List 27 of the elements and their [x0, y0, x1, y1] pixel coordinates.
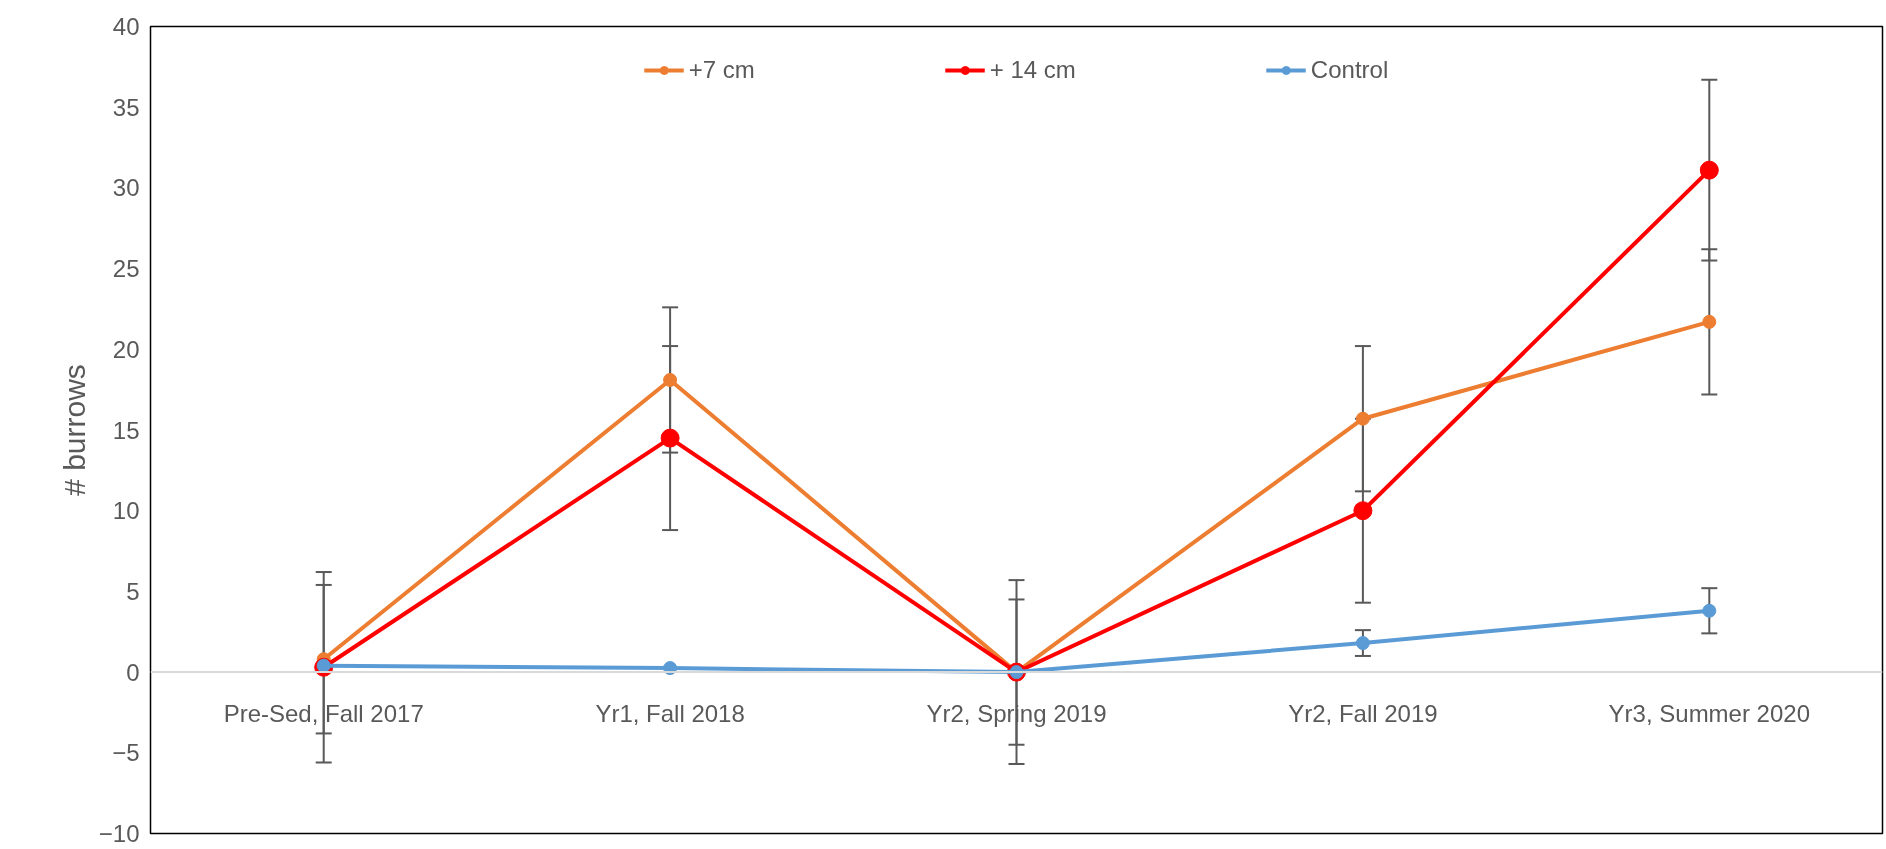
x-tick-label: Yr1, Fall 2018: [595, 700, 745, 728]
y-tick-label: 40: [112, 13, 140, 40]
point: [1702, 603, 1717, 618]
point: [663, 372, 678, 387]
point: [1699, 160, 1719, 180]
point: [1353, 501, 1373, 521]
y-tick-label: 15: [112, 416, 140, 444]
legend-label: + 14 cm: [989, 56, 1076, 84]
y-tick-label: −10: [98, 820, 140, 847]
legend-label: +7 cm: [688, 56, 755, 84]
y-axis-title: # burrows: [57, 364, 91, 496]
x-tick-label: Yr3, Summer 2020: [1608, 700, 1811, 728]
y-tick-label: 30: [112, 174, 140, 202]
point: [1355, 636, 1370, 651]
y-tick-label: 25: [112, 255, 140, 283]
y-tick-label: 5: [126, 577, 140, 605]
y-tick-label: 10: [112, 497, 140, 525]
y-tick-label: 20: [112, 335, 140, 363]
x-tick-label: Pre-Sed, Fall 2017: [223, 700, 424, 728]
point: [660, 428, 680, 448]
y-tick-label: −5: [112, 739, 140, 767]
legend-label: Control: [1310, 56, 1389, 84]
y-tick-label: 0: [126, 658, 140, 686]
point: [1702, 314, 1717, 329]
point: [1355, 411, 1370, 426]
y-tick-label: 35: [112, 93, 140, 121]
x-tick-label: Yr2, Fall 2019: [1288, 700, 1438, 728]
